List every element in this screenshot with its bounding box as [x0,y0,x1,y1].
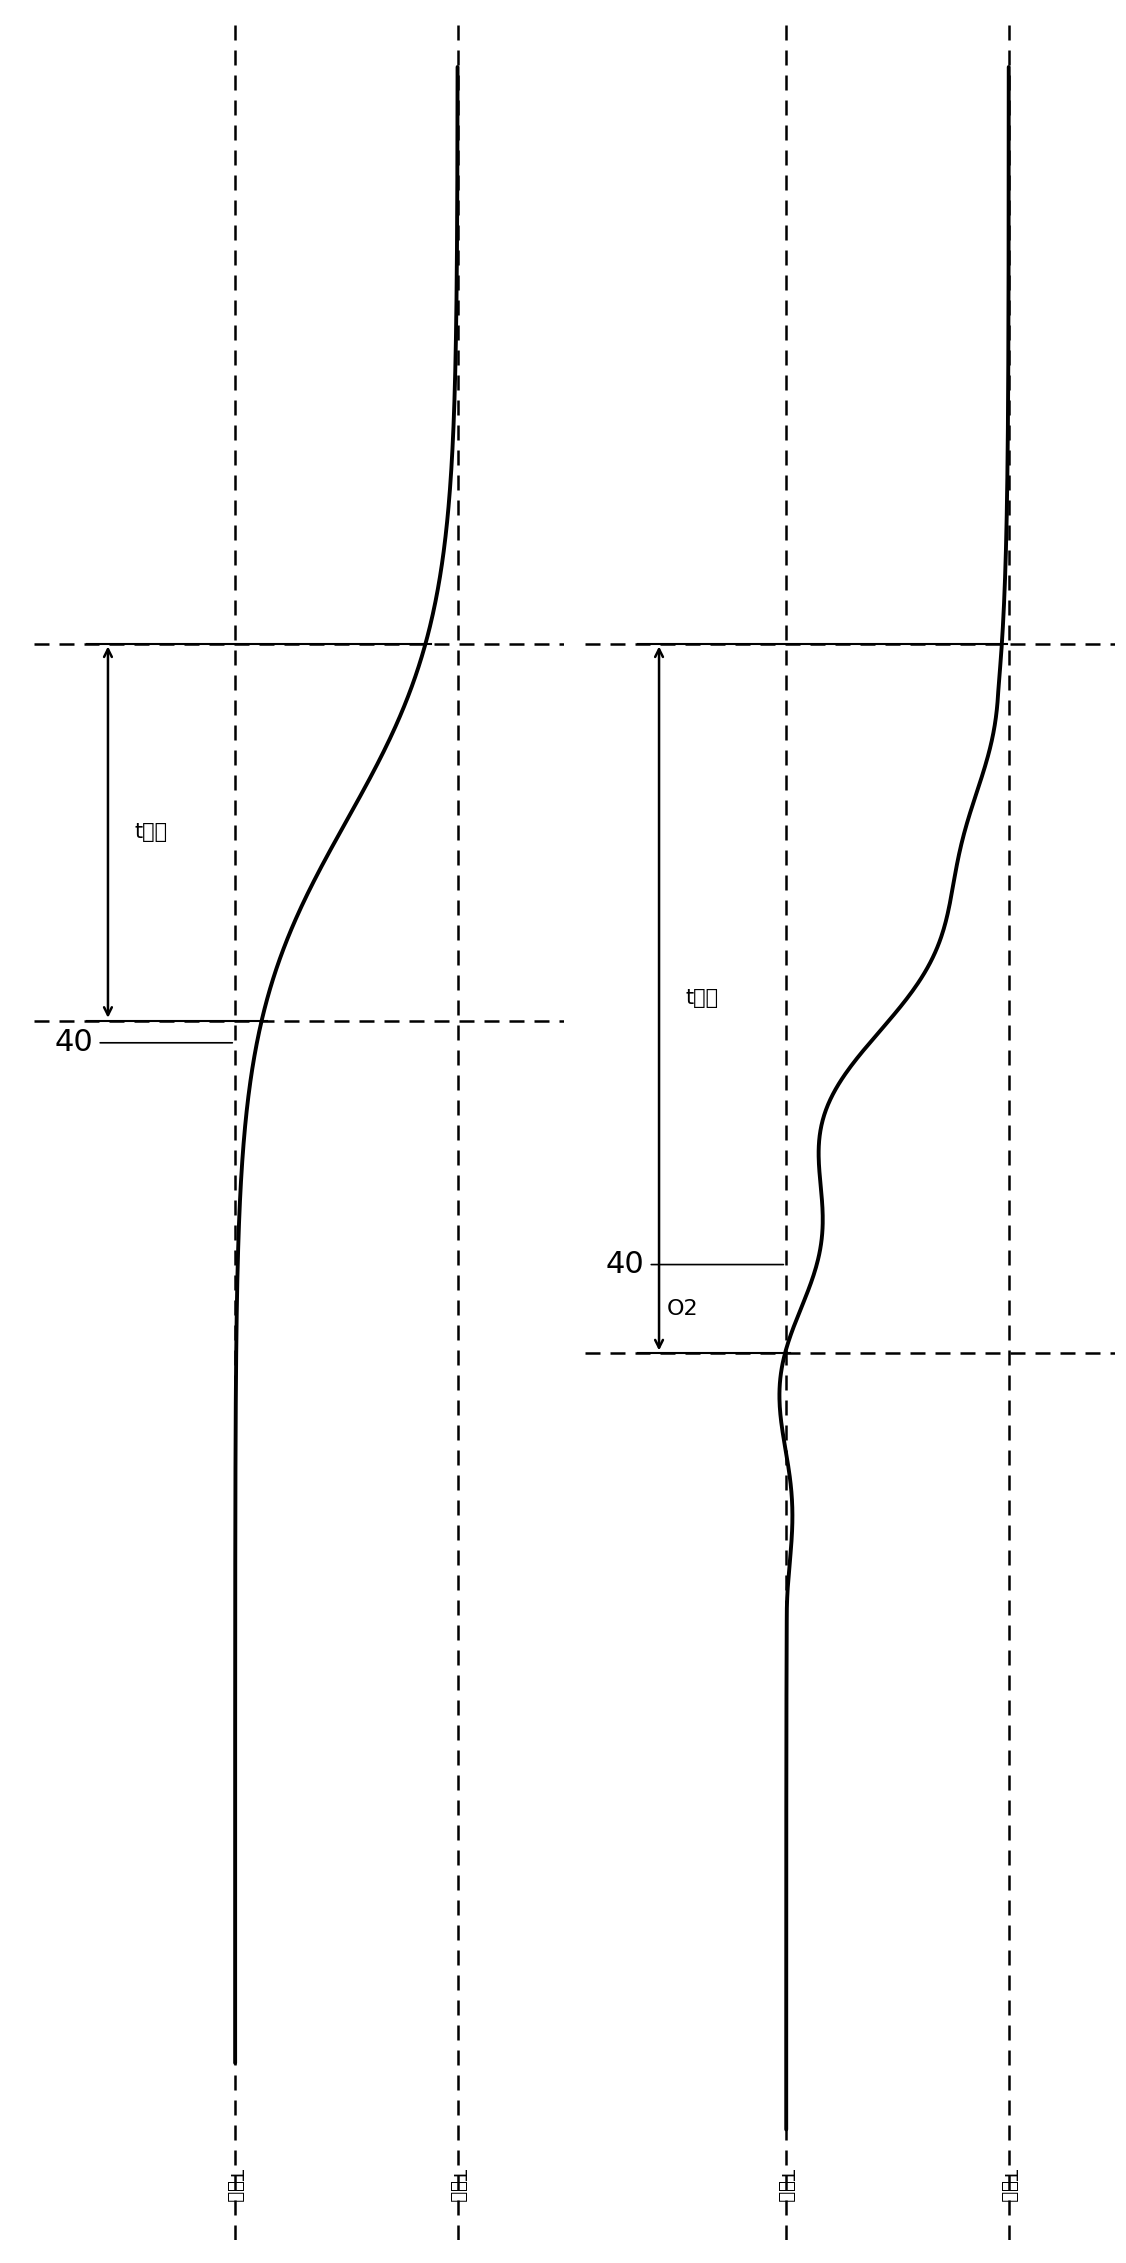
Text: T上部: T上部 [226,2168,244,2202]
Text: 40: 40 [606,1249,645,1279]
Text: t下降: t下降 [686,989,718,1009]
Text: 40: 40 [55,1027,93,1057]
Text: T下部: T下部 [448,2168,466,2202]
Text: T下部: T下部 [1000,2168,1018,2202]
Text: t下降: t下降 [134,821,168,842]
Text: T上部: T上部 [777,2168,795,2202]
Text: O2: O2 [667,1299,698,1319]
